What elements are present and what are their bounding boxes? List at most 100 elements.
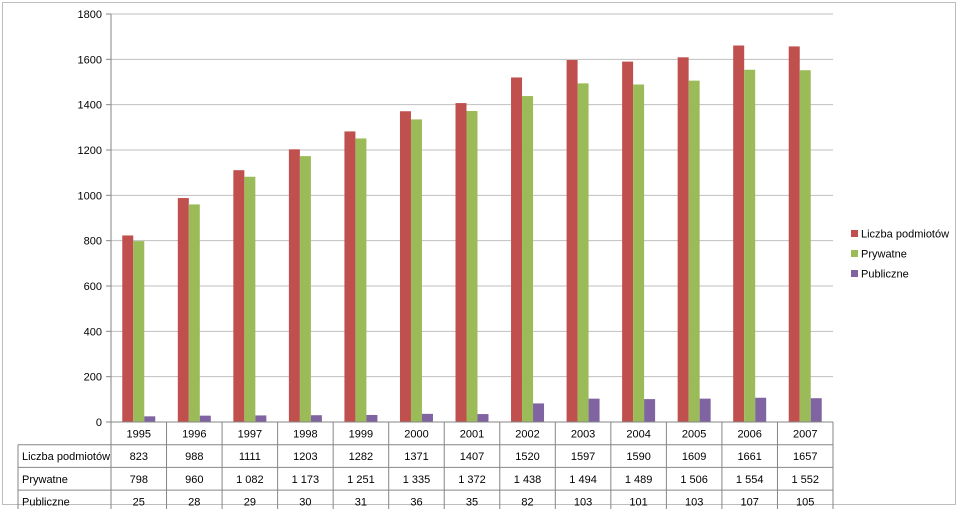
bars xyxy=(122,45,822,423)
bar xyxy=(366,414,378,422)
table-cell-value: 1 173 xyxy=(292,474,320,486)
y-tick-label: 0 xyxy=(96,417,102,429)
category-label: 2006 xyxy=(737,428,761,440)
bar xyxy=(533,403,545,422)
table-cell-value: 107 xyxy=(741,496,759,508)
bar xyxy=(455,103,467,422)
table-cell-value: 1661 xyxy=(737,451,761,463)
category-label: 1996 xyxy=(182,428,206,440)
bar xyxy=(144,416,156,422)
table-cell-value: 823 xyxy=(130,451,148,463)
bar xyxy=(244,176,256,422)
category-label: 1998 xyxy=(293,428,317,440)
bar xyxy=(755,397,767,422)
bar xyxy=(355,138,367,422)
table-cell-value: 29 xyxy=(244,496,256,508)
bar xyxy=(410,119,422,423)
bar xyxy=(688,80,700,422)
table-cell-value: 1590 xyxy=(626,451,650,463)
bar xyxy=(344,131,356,422)
y-tick-label: 600 xyxy=(84,281,102,293)
category-label: 2005 xyxy=(682,428,706,440)
bar xyxy=(299,156,311,422)
bar xyxy=(622,61,634,422)
legend: Liczba podmiotów Prywatne Publiczne xyxy=(851,229,949,281)
bar xyxy=(122,235,134,422)
bar xyxy=(799,70,811,423)
table-cell-value: 1 554 xyxy=(736,474,764,486)
table-cell-value: 1 335 xyxy=(403,474,431,486)
category-label: 2004 xyxy=(626,428,650,440)
y-tick-label: 1800 xyxy=(78,9,102,21)
table-cell-value: 1 489 xyxy=(625,474,653,486)
table-cell-value: 1371 xyxy=(404,451,428,463)
bar xyxy=(644,399,656,422)
table-cell-value: 1597 xyxy=(571,451,595,463)
bar xyxy=(255,415,267,422)
bar xyxy=(566,60,578,422)
legend-swatch xyxy=(851,270,858,277)
legend-label: Prywatne xyxy=(861,249,907,261)
table-cell-value: 988 xyxy=(185,451,203,463)
bar xyxy=(199,415,211,422)
table-cell-value: 105 xyxy=(796,496,814,508)
bar xyxy=(677,57,689,422)
bar xyxy=(744,69,756,422)
y-tick-label: 800 xyxy=(84,236,102,248)
table-cell-value: 1 438 xyxy=(514,474,542,486)
bar xyxy=(188,204,200,422)
bar xyxy=(421,413,433,422)
bar xyxy=(588,398,600,422)
table-cell-value: 1657 xyxy=(793,451,817,463)
table-series-label: Liczba podmiotów xyxy=(22,451,110,463)
y-tick-label: 1400 xyxy=(78,100,102,112)
table-cell-value: 1 506 xyxy=(680,474,708,486)
table-cell-value: 1407 xyxy=(460,451,484,463)
table-cell-value: 1 494 xyxy=(569,474,597,486)
legend-label: Liczba podmiotów xyxy=(861,229,949,241)
table-series-label: Publiczne xyxy=(22,496,70,508)
y-tick-label: 1000 xyxy=(78,190,102,202)
bar xyxy=(522,96,534,422)
table-cell-value: 25 xyxy=(133,496,145,508)
table-cell-value: 103 xyxy=(685,496,703,508)
table-cell-value: 798 xyxy=(130,474,148,486)
legend-swatch xyxy=(851,250,858,257)
table-cell-value: 101 xyxy=(629,496,647,508)
bar xyxy=(177,198,189,422)
table-cell-value: 1282 xyxy=(349,451,373,463)
table-cell-value: 28 xyxy=(188,496,200,508)
table-cell-value: 36 xyxy=(410,496,422,508)
category-label: 1995 xyxy=(127,428,151,440)
table-cell-value: 1 552 xyxy=(791,474,819,486)
bar xyxy=(133,241,145,422)
table-series-label: Prywatne xyxy=(22,474,68,486)
bar xyxy=(466,111,478,422)
category-label: 2001 xyxy=(460,428,484,440)
bar xyxy=(399,111,411,423)
legend-swatch xyxy=(851,230,858,237)
table-cell-value: 1520 xyxy=(515,451,539,463)
table-cell-value: 1 251 xyxy=(347,474,375,486)
table-cell-value: 82 xyxy=(521,496,533,508)
category-label: 2003 xyxy=(571,428,595,440)
table-cell-value: 30 xyxy=(299,496,311,508)
category-label: 1997 xyxy=(238,428,262,440)
category-label: 2002 xyxy=(515,428,539,440)
category-label: 1999 xyxy=(349,428,373,440)
bar xyxy=(788,46,800,423)
y-axis-ticks: 0 200 400 600 800 1000 1200 1400 1600 1800 xyxy=(78,9,112,429)
legend-label: Publiczne xyxy=(861,269,909,281)
bar xyxy=(577,83,589,423)
table-cell-value: 1 082 xyxy=(236,474,264,486)
bar xyxy=(477,414,489,422)
table-cell-value: 103 xyxy=(574,496,592,508)
table-cell-value: 1203 xyxy=(293,451,317,463)
bar xyxy=(810,398,822,422)
bar xyxy=(699,398,711,422)
y-tick-label: 1600 xyxy=(78,54,102,66)
table-cell-value: 35 xyxy=(466,496,478,508)
bar xyxy=(233,170,245,422)
